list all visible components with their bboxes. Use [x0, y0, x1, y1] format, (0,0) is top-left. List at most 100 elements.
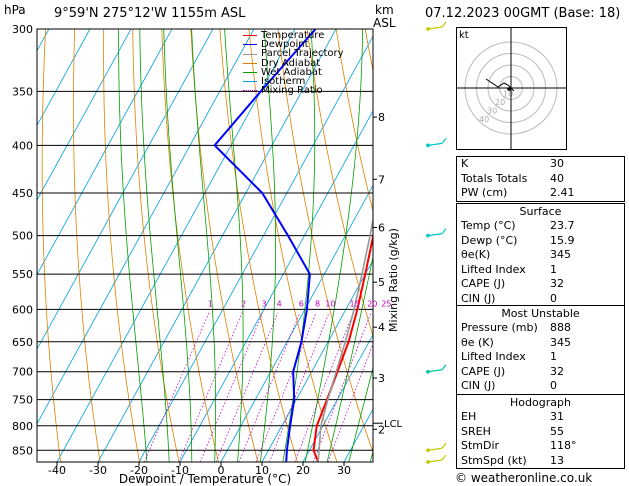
table-row-label: Totals Totals [461, 171, 528, 185]
dry-adiabat-line [219, 29, 298, 462]
table-row-label: Dewp (°C) [461, 233, 518, 247]
table-section-title: Surface [519, 205, 562, 218]
table-row: PW (cm) 2.41 [457, 186, 624, 201]
table-row-value: 0 [550, 379, 557, 392]
table-row-value: 345 [550, 335, 571, 349]
legend-label: Temperature [261, 30, 325, 41]
mixing-ratio-label: 4 [277, 299, 282, 308]
mixing-ratio-label: 1 [208, 299, 213, 308]
table-row-value: 32 [550, 364, 564, 378]
table-row: θe (K) 345 [457, 336, 624, 351]
legend-swatch [243, 71, 257, 73]
isotherm-line [56, 29, 296, 462]
dry-adiabat-line [161, 29, 219, 462]
x-axis-label: Dewpoint / Temperature (°C) [119, 472, 291, 486]
pressure-tick-label: 850 [12, 444, 33, 457]
table-row-value: 0 [550, 291, 557, 305]
table-row-label: Pressure (mb) [461, 321, 538, 334]
mixing-ratio-axis-label: Mixing Ratio (g/kg) [387, 228, 400, 332]
table-row: StmDir 118° [457, 439, 624, 454]
dry-adiabat-line [103, 29, 140, 462]
hodograph-ring-label: 40 [479, 115, 489, 124]
legend-swatch [243, 44, 257, 46]
table-row-value: 40 [550, 171, 564, 185]
table-row: Totals Totals 40 [457, 172, 624, 187]
wind-barb [426, 137, 447, 148]
table-row-value: 13 [550, 453, 564, 467]
table-section-title: Most Unstable [501, 307, 580, 320]
dry-adiabat-line [73, 29, 101, 462]
isotherm-line [37, 29, 132, 201]
plot-frame [36, 28, 374, 463]
table-row: K 30 [457, 157, 624, 172]
table-row-label: Temp (°C) [461, 219, 516, 232]
km-tick-label: 4 [378, 321, 385, 334]
legend-entry: Dry Adiabat [243, 58, 344, 68]
legend-swatch [243, 53, 257, 55]
mixing-ratio-label: 3 [262, 299, 267, 308]
km-tick-label: 2 [378, 423, 385, 436]
wind-barb [426, 454, 447, 464]
x-tick-label: -10 [171, 464, 189, 477]
pressure-tick-label: 500 [12, 230, 33, 243]
mixing-ratio-label: 15 [349, 299, 359, 308]
legend-swatch [243, 81, 257, 83]
isotherm-line [37, 29, 214, 351]
hpa-label: hPa [4, 3, 26, 17]
table-row: EH 31 [457, 410, 624, 425]
table-row-label: CAPE (J) [461, 364, 506, 378]
hodograph-ring-label: 20 [495, 98, 505, 107]
table-row-label: Lifted Index [461, 350, 526, 363]
legend-entry: Temperature [243, 30, 344, 41]
isotherm-line [220, 184, 373, 462]
table-row-label: PW (cm) [461, 186, 508, 199]
km-tick-label: 8 [378, 111, 385, 124]
location-title: 9°59'N 275°12'W 1155m ASL [54, 6, 246, 21]
asl-label: ASL [373, 16, 396, 30]
isotherm-line [0, 29, 8, 462]
table-row-label: CIN (J) [461, 379, 496, 392]
isotherm-line [37, 29, 173, 276]
wet-adiabat-line [282, 29, 316, 462]
table-row-value: 55 [550, 424, 564, 438]
temperature-line [312, 232, 373, 462]
table-row-label: EH [461, 410, 477, 423]
legend-label: Mixing Ratio [261, 85, 323, 97]
x-tick-label: 10 [255, 464, 269, 477]
hodograph-table: Hodograph EH 31 SREH 55 StmDir 118° StmSpd (kt)… [456, 394, 625, 469]
table-row: Pressure (mb) 888 [457, 321, 624, 336]
isotherm-line [138, 35, 373, 462]
x-tick-label: -30 [89, 464, 107, 477]
km-tick-label: 5 [378, 276, 385, 289]
table-row: StmSpd (kt) 13 [457, 454, 624, 469]
x-tick-label: 0 [218, 464, 225, 477]
table-row: θe(K) 345 [457, 248, 624, 263]
copyright-footer: © weatheronline.co.uk [455, 471, 593, 485]
wet-adiabat-line [326, 254, 373, 462]
dry-adiabat-line [132, 29, 180, 462]
mixing-ratio-line [199, 312, 264, 462]
wet-adiabat-line [348, 366, 373, 462]
hodograph-ring-label: 30 [487, 107, 497, 116]
legend-entry: Isotherm [243, 76, 344, 87]
lcl-label: LCL [384, 419, 403, 430]
pressure-tick-label: 650 [12, 336, 33, 349]
table-row: CAPE (J) 32 [457, 365, 624, 380]
pressure-tick-label: 300 [12, 23, 33, 36]
mixing-ratio-label: 6 [299, 299, 304, 308]
table-row-value: 118° [550, 439, 577, 452]
isotherm-line [37, 29, 255, 425]
pressure-tick-label: 600 [12, 303, 33, 316]
table-row-value: 888 [550, 321, 571, 334]
wind-barb [426, 442, 447, 453]
x-tick-label: -20 [130, 464, 148, 477]
table-row: Lifted Index 1 [457, 263, 624, 278]
pressure-tick-label: 550 [12, 268, 33, 281]
datetime-title: 07.12.2023 00GMT (Base: 18) [425, 6, 621, 21]
table-row-label: K [461, 157, 469, 170]
hodograph-ring-label: 10 [503, 90, 513, 99]
table-row-label: CAPE (J) [461, 277, 506, 290]
table-row-value: 31 [550, 410, 564, 423]
